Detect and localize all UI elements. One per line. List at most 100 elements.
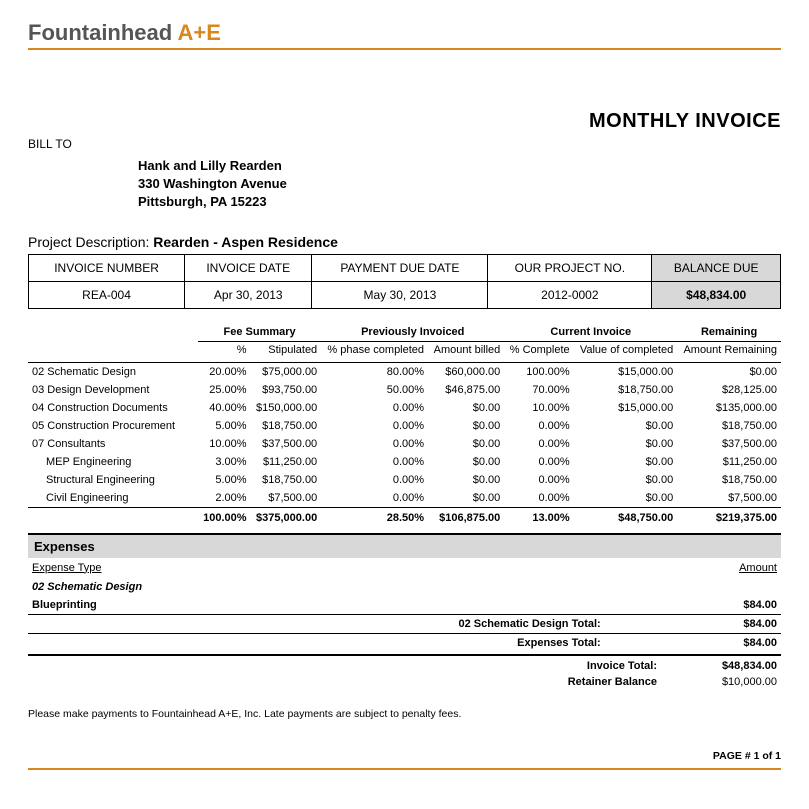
project-description: Project Description: Rearden - Aspen Res… (28, 234, 781, 250)
invoice-total-value: $48,834.00 (697, 660, 777, 672)
expenses-table: Expense Type Amount 02 Schematic Design … (28, 558, 781, 652)
sub-pct: % (198, 341, 251, 362)
fee-row: 04 Construction Documents40.00%$150,000.… (28, 399, 781, 417)
fee-row-pct: 40.00% (198, 399, 251, 417)
fee-row-pct: 2.00% (198, 489, 251, 508)
fee-row-label: Civil Engineering (28, 489, 198, 508)
fee-row-billed: $0.00 (428, 453, 504, 471)
grp-prev: Previously Invoiced (321, 323, 504, 342)
fee-row-rem: $18,750.00 (677, 417, 781, 435)
fee-row-billed: $0.00 (428, 417, 504, 435)
invoice-totals: Invoice Total: $48,834.00 Retainer Balan… (28, 654, 781, 690)
fee-row-stip: $37,500.00 (251, 435, 322, 453)
info-h-bal: BALANCE DUE (652, 254, 781, 281)
fee-row-stip: $7,500.00 (251, 489, 322, 508)
info-h-proj: OUR PROJECT NO. (488, 254, 652, 281)
logo-text-a: Fountainhead (28, 20, 178, 45)
expense-grand-total-row: Expenses Total: $84.00 (28, 633, 781, 652)
retainer-value: $10,000.00 (697, 676, 777, 688)
fee-row-rem: $11,250.00 (677, 453, 781, 471)
info-h-num: INVOICE NUMBER (29, 254, 185, 281)
fee-row-cval: $15,000.00 (574, 399, 678, 417)
fee-row-rem: $18,750.00 (677, 471, 781, 489)
fee-row-rem: $135,000.00 (677, 399, 781, 417)
sub-stip: Stipulated (251, 341, 322, 362)
sub-billed: Amount billed (428, 341, 504, 362)
tot-pct: 100.00% (198, 507, 251, 527)
footer-rule (28, 768, 781, 770)
fee-row-rem: $37,500.00 (677, 435, 781, 453)
tot-cval: $48,750.00 (574, 507, 678, 527)
fee-total-row: 100.00% $375,000.00 28.50% $106,875.00 1… (28, 507, 781, 527)
fee-row-label: 05 Construction Procurement (28, 417, 198, 435)
fee-row: 03 Design Development25.00%$93,750.0050.… (28, 381, 781, 399)
fee-row-cval: $0.00 (574, 435, 678, 453)
bill-to-street: 330 Washington Avenue (138, 175, 781, 193)
grp-curr: Current Invoice (504, 323, 677, 342)
fee-row-label: 07 Consultants (28, 435, 198, 453)
fee-row-label: MEP Engineering (28, 453, 198, 471)
expense-cat-total-row: 02 Schematic Design Total: $84.00 (28, 614, 781, 633)
fee-row: 05 Construction Procurement5.00% $18,750.… (28, 417, 781, 435)
fee-row-rem: $28,125.00 (677, 381, 781, 399)
exp-col-type: Expense Type (28, 558, 605, 578)
info-v-num: REA-004 (29, 281, 185, 308)
fee-row-pct: 5.00% (198, 471, 251, 489)
fee-row-cval: $0.00 (574, 417, 678, 435)
fee-row-pct: 5.00% (198, 417, 251, 435)
fee-row-cpct: 10.00% (504, 399, 573, 417)
fee-row-cval: $0.00 (574, 489, 678, 508)
sub-ramt: Amount Remaining (677, 341, 781, 362)
bill-to-label: BILL TO (28, 137, 781, 151)
exp-line-amt: $84.00 (605, 596, 781, 615)
fee-row-label: 03 Design Development (28, 381, 198, 399)
fee-row-billed: $46,875.00 (428, 381, 504, 399)
fee-row-phase: 0.00% (321, 417, 428, 435)
fee-row-rem: $0.00 (677, 362, 781, 381)
expense-category-row: 02 Schematic Design (28, 578, 781, 596)
fee-row-stip: $75,000.00 (251, 362, 322, 381)
exp-cat-total-amt: $84.00 (605, 614, 781, 633)
fee-row-phase: 0.00% (321, 471, 428, 489)
fee-row-label: 02 Schematic Design (28, 362, 198, 381)
info-h-due: PAYMENT DUE DATE (312, 254, 488, 281)
fee-row-cpct: 0.00% (504, 417, 573, 435)
tot-stip: $375,000.00 (251, 507, 322, 527)
fee-row-cpct: 0.00% (504, 471, 573, 489)
project-label: Project Description: (28, 234, 149, 250)
fee-row-cpct: 0.00% (504, 435, 573, 453)
fee-row: 02 Schematic Design20.00%$75,000.0080.00… (28, 362, 781, 381)
fee-row-cpct: 100.00% (504, 362, 573, 381)
invoice-total-label: Invoice Total: (587, 660, 657, 672)
tot-cpct: 13.00% (504, 507, 573, 527)
fee-row-phase: 0.00% (321, 489, 428, 508)
fee-row-cval: $18,750.00 (574, 381, 678, 399)
fee-row-pct: 3.00% (198, 453, 251, 471)
fee-row-phase: 0.00% (321, 453, 428, 471)
exp-col-amt: Amount (605, 558, 781, 578)
fee-row-billed: $60,000.00 (428, 362, 504, 381)
fee-row-stip: $93,750.00 (251, 381, 322, 399)
fee-row-label: 04 Construction Documents (28, 399, 198, 417)
sub-cval: Value of completed (574, 341, 678, 362)
exp-grand-amt: $84.00 (605, 633, 781, 652)
fee-row-pct: 10.00% (198, 435, 251, 453)
fee-row-pct: 20.00% (198, 362, 251, 381)
fee-row: Structural Engineering5.00%$18,750.000.0… (28, 471, 781, 489)
info-v-date: Apr 30, 2013 (185, 281, 312, 308)
grp-summary: Fee Summary (198, 323, 321, 342)
tot-billed: $106,875.00 (428, 507, 504, 527)
fee-row-phase: 0.00% (321, 399, 428, 417)
expenses-heading: Expenses (28, 535, 781, 558)
fee-row-cpct: 0.00% (504, 489, 573, 508)
fee-row-billed: $0.00 (428, 435, 504, 453)
expense-line-row: Blueprinting $84.00 (28, 596, 781, 615)
header-rule (28, 48, 781, 50)
fee-row-billed: $0.00 (428, 489, 504, 508)
fee-row-stip: $150,000.00 (251, 399, 322, 417)
footer-note: Please make payments to Fountainhead A+E… (28, 708, 781, 720)
exp-cat-total-label: 02 Schematic Design Total: (28, 614, 605, 633)
fee-row-phase: 80.00% (321, 362, 428, 381)
fee-row-stip: $18,750.00 (251, 471, 322, 489)
fee-row-cval: $0.00 (574, 453, 678, 471)
